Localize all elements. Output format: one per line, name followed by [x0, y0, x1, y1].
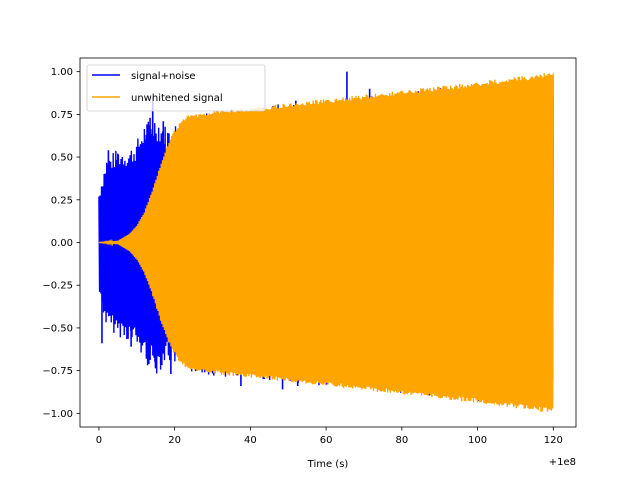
y-tick-label: 0.00 [51, 238, 73, 249]
x-tick-label: 60 [320, 435, 333, 446]
legend-box [86, 64, 266, 112]
x-tick-label: 20 [168, 435, 181, 446]
legend: signal+noise unwhitened signal [86, 64, 266, 112]
series-unwhitened-signal [98, 73, 554, 412]
y-tick-label: 0.25 [51, 195, 73, 206]
series-unwhitened-signal-line [98, 73, 554, 412]
x-tick-label: 80 [395, 435, 408, 446]
x-axis-offset-label: +1e8 [549, 457, 576, 468]
y-tick-label: −0.50 [42, 323, 73, 334]
y-tick-label: 0.50 [51, 153, 73, 164]
x-tick-label: 0 [96, 435, 102, 446]
y-tick-label: 0.75 [51, 110, 73, 121]
legend-label-unwhitened-signal: unwhitened signal [131, 93, 223, 104]
y-tick-label: −0.75 [42, 366, 73, 377]
x-tick-label: 40 [244, 435, 257, 446]
y-tick-label: −0.25 [42, 281, 73, 292]
x-axis: 0 20 40 60 80 100 120 [96, 427, 563, 446]
y-axis: 1.00 0.75 0.50 0.25 0.00 −0.25 −0.50 −0.75 −1.00 [42, 67, 80, 420]
x-tick-label: 100 [468, 435, 487, 446]
legend-label-signal-noise: signal+noise [131, 71, 196, 82]
y-tick-label: −1.00 [42, 409, 73, 420]
series-layer [98, 71, 554, 412]
y-tick-label: 1.00 [51, 67, 73, 78]
x-axis-label: Time (s) [307, 459, 349, 470]
x-tick-label: 120 [544, 435, 563, 446]
